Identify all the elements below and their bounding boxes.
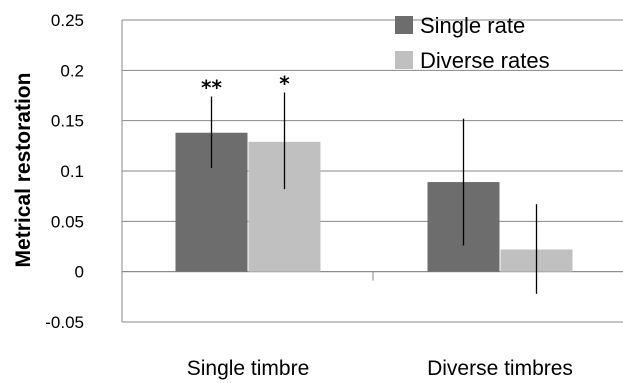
significance-marker: ** bbox=[201, 76, 222, 100]
y-axis-ticks: -0.05 0 0.05 0.1 0.15 0.2 0.25 bbox=[45, 11, 84, 332]
y-tick-label: 0.2 bbox=[60, 61, 84, 80]
y-tick-label: -0.05 bbox=[45, 313, 84, 332]
y-tick-label: 0 bbox=[75, 263, 84, 282]
significance-marker: * bbox=[279, 71, 290, 95]
y-axis-label: Metrical restoration bbox=[12, 73, 35, 268]
y-tick-label: 0.05 bbox=[51, 212, 84, 231]
legend-label: Single rate bbox=[420, 13, 525, 38]
legend-swatch bbox=[395, 51, 413, 69]
x-category-label: Diverse timbres bbox=[427, 357, 573, 380]
y-tick-label: 0.25 bbox=[51, 11, 84, 30]
bars bbox=[175, 132, 573, 272]
y-tick-label: 0.1 bbox=[60, 162, 84, 181]
y-tick-label: 0.15 bbox=[51, 112, 84, 131]
legend-swatch bbox=[395, 16, 413, 34]
legend-label: Diverse rates bbox=[420, 48, 550, 73]
legend: Single rate Diverse rates bbox=[395, 13, 550, 73]
significance-markers: ** * bbox=[201, 71, 290, 99]
x-axis-categories: Single timbre Diverse timbres bbox=[187, 357, 573, 380]
error-bars bbox=[210, 92, 538, 294]
x-category-label: Single timbre bbox=[187, 357, 310, 380]
